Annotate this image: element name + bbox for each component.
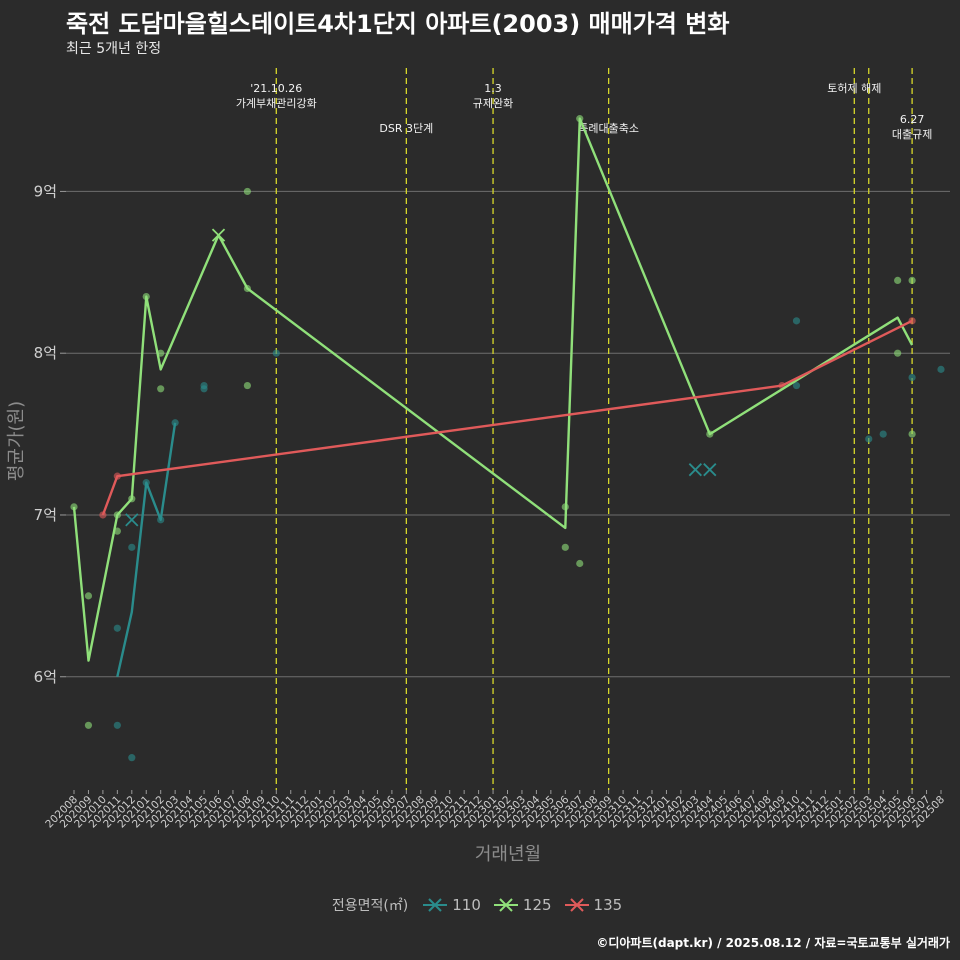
data-point-110	[113, 721, 121, 729]
data-point-125	[908, 276, 916, 284]
legend-item-125[interactable]: 125	[493, 896, 552, 914]
event-label: 가계부채관리강화	[236, 97, 317, 110]
data-point-110	[200, 385, 208, 393]
data-point-110	[128, 543, 136, 551]
data-point-125	[243, 381, 251, 390]
chart-subtitle: 최근 5개년 한정	[66, 41, 162, 57]
cross-marker-125	[211, 228, 226, 242]
legend: 전용면적(㎡) 110 125 135	[0, 895, 960, 915]
grid-layer	[66, 190, 950, 678]
data-point-110	[272, 349, 280, 357]
event-label: 6.27	[900, 113, 925, 126]
legend-item-135[interactable]: 135	[564, 896, 623, 914]
legend-label-125: 125	[522, 896, 552, 914]
data-point-125	[70, 503, 78, 511]
data-point-125	[561, 543, 569, 551]
data-point-110	[171, 419, 179, 427]
legend-110-icon	[423, 898, 448, 912]
data-point-125	[576, 559, 584, 568]
legend-125-icon	[493, 898, 518, 912]
cross-marker-110	[703, 463, 717, 477]
event-label: 대출규제	[892, 128, 932, 141]
data-point-110	[908, 373, 916, 382]
y-tick-label: 6억	[34, 668, 57, 686]
series-line-135	[101, 319, 913, 516]
data-point-125	[894, 276, 902, 284]
event-label: 1.3	[484, 82, 502, 95]
data-point-125	[894, 349, 902, 357]
data-point-110	[937, 365, 945, 373]
source-caption: ©디아파트(dapt.kr) / 2025.08.12 / 자료=국토교통부 실…	[596, 936, 950, 950]
axis-layer: 6억7억8억9억20200820200920201020201120201220…	[34, 182, 947, 830]
y-tick-label: 8억	[34, 344, 57, 362]
event-label: 토허제 해제	[827, 81, 881, 95]
event-label: 특례대출축소	[578, 122, 639, 135]
event-label: '21.10.26	[250, 82, 302, 95]
data-point-125	[84, 721, 93, 729]
data-point-110	[865, 435, 873, 443]
legend-label-110: 110	[452, 896, 481, 914]
chart-title: 죽전 도담마을힐스테이트4차1단지 아파트(2003) 매매가격 변화	[66, 10, 730, 38]
data-point-110	[113, 624, 121, 632]
event-label: 규제완화	[473, 97, 513, 110]
data-point-125	[243, 187, 251, 196]
y-tick-label: 9억	[34, 182, 57, 200]
data-point-125	[908, 430, 916, 438]
legend-135-icon	[564, 898, 589, 912]
cross-marker-110	[688, 463, 702, 477]
legend-item-110[interactable]: 110	[422, 896, 481, 914]
data-point-110	[879, 430, 887, 438]
x-axis-label: 거래년월	[475, 844, 541, 865]
legend-label-135: 135	[593, 896, 623, 914]
data-point-110	[792, 317, 801, 325]
lines-layer	[72, 117, 914, 678]
points-layer	[70, 115, 945, 762]
event-label: DSR 3단계	[379, 122, 433, 135]
y-tick-label: 7억	[34, 506, 57, 524]
legend-title: 전용면적(㎡)	[331, 898, 409, 914]
data-point-125	[84, 592, 93, 600]
cross-marker-110	[125, 513, 139, 527]
y-axis-label: 평균가(원)	[6, 401, 27, 481]
data-point-125	[157, 385, 165, 393]
data-point-110	[128, 754, 136, 762]
data-point-110	[792, 381, 801, 390]
series-line-110	[116, 422, 177, 678]
